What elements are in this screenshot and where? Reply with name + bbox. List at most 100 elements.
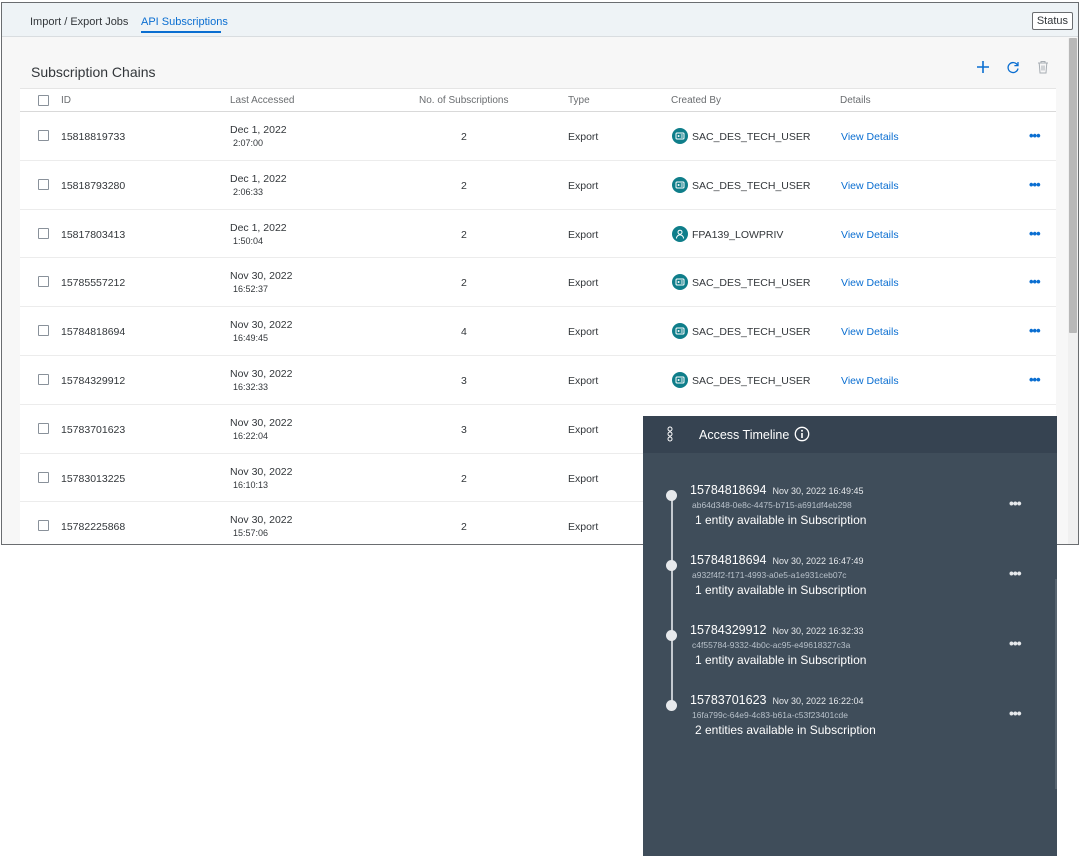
refresh-icon[interactable] bbox=[1004, 58, 1022, 76]
row-time: 16:22:04 bbox=[233, 430, 269, 441]
row-last-accessed: Dec 1, 2022 1:50:04 bbox=[230, 222, 287, 246]
table-row[interactable]: 15784329912 Nov 30, 2022 16:32:33 3 Export SA… bbox=[20, 355, 1056, 405]
table-row[interactable]: 15785557212 Nov 30, 2022 16:52:37 2 Export SA… bbox=[20, 258, 1056, 308]
content-area: Subscription Chains ID Last Accessed No.… bbox=[2, 38, 1078, 544]
row-subscription-count: 4 bbox=[461, 326, 467, 339]
row-time: 15:57:06 bbox=[233, 528, 269, 539]
add-icon[interactable] bbox=[974, 58, 992, 76]
tab-api-subscriptions[interactable]: API Subscriptions bbox=[141, 16, 228, 28]
timeline-line bbox=[671, 491, 673, 701]
more-actions-icon[interactable]: ••• bbox=[1029, 323, 1041, 339]
row-time: 1:50:04 bbox=[233, 235, 264, 246]
row-created-by: SAC_DES_TECH_USER bbox=[692, 277, 811, 290]
timeline-item-more-icon[interactable]: ••• bbox=[1009, 635, 1022, 651]
row-time: 16:10:13 bbox=[233, 479, 269, 490]
column-header-id[interactable]: ID bbox=[61, 95, 71, 106]
column-header-type[interactable]: Type bbox=[568, 95, 590, 106]
column-header-no-of-subscriptions[interactable]: No. of Subscriptions bbox=[419, 95, 509, 106]
row-time: 2:06:33 bbox=[233, 186, 264, 197]
row-checkbox[interactable] bbox=[38, 373, 49, 385]
row-type: Export bbox=[568, 326, 599, 339]
row-type: Export bbox=[568, 472, 599, 485]
row-id: 15783701623 bbox=[61, 423, 126, 436]
timeline-item-more-icon[interactable]: ••• bbox=[1009, 565, 1022, 581]
table-header: ID Last Accessed No. of Subscriptions Ty… bbox=[20, 88, 1056, 112]
row-subscription-count: 2 bbox=[461, 179, 467, 192]
subscription-chains-table: ID Last Accessed No. of Subscriptions Ty… bbox=[20, 88, 1056, 544]
row-last-accessed: Nov 30, 2022 16:52:37 bbox=[230, 270, 292, 294]
row-id: 15785557212 bbox=[61, 277, 126, 290]
timeline-dot bbox=[666, 490, 677, 501]
status-button[interactable]: Status bbox=[1031, 12, 1073, 30]
view-details-link[interactable]: View Details bbox=[841, 131, 899, 143]
table-body: 15818819733 Dec 1, 2022 2:07:00 2 Export SAC_… bbox=[20, 112, 1056, 544]
row-last-accessed: Nov 30, 2022 16:49:45 bbox=[230, 319, 292, 343]
timeline-item-more-icon[interactable]: ••• bbox=[1009, 495, 1022, 511]
view-details-link[interactable]: View Details bbox=[841, 374, 899, 387]
delete-icon[interactable] bbox=[1034, 58, 1052, 76]
table-row[interactable]: 15818793280 Dec 1, 2022 2:06:33 2 Export SAC_… bbox=[20, 160, 1056, 210]
row-type: Export bbox=[568, 228, 599, 241]
row-date: Dec 1, 2022 bbox=[230, 172, 287, 185]
tab-bar: Import / Export Jobs API Subscriptions S… bbox=[2, 3, 1078, 37]
row-date: Nov 30, 2022 bbox=[230, 514, 293, 527]
timeline-item-timestamp: Nov 30, 2022 16:22:04 bbox=[772, 696, 864, 706]
view-details-link[interactable]: View Details bbox=[841, 277, 899, 290]
row-checkbox[interactable] bbox=[38, 130, 49, 141]
row-checkbox[interactable] bbox=[38, 276, 49, 288]
timeline-item-more-icon[interactable]: ••• bbox=[1009, 705, 1022, 721]
row-created-by: SAC_DES_TECH_USER bbox=[692, 179, 811, 192]
timeline-item-timestamp: Nov 30, 2022 16:32:33 bbox=[772, 626, 864, 636]
timeline-item-timestamp: Nov 30, 2022 16:49:45 bbox=[772, 486, 864, 496]
table-row[interactable]: 15817803413 Dec 1, 2022 1:50:04 2 Export FPA1… bbox=[20, 209, 1056, 259]
tab-import-export-jobs[interactable]: Import / Export Jobs bbox=[30, 16, 129, 28]
view-details-link[interactable]: View Details bbox=[841, 228, 899, 241]
timeline-item-hash: a932f4f2-f171-4993-a0e5-a1e931ceb07c bbox=[692, 570, 847, 580]
row-id: 15817803413 bbox=[61, 228, 126, 241]
row-checkbox[interactable] bbox=[38, 325, 49, 337]
row-subscription-count: 2 bbox=[461, 472, 467, 485]
row-last-accessed: Dec 1, 2022 2:07:00 bbox=[230, 124, 287, 148]
row-date: Nov 30, 2022 bbox=[230, 367, 293, 380]
row-time: 16:52:37 bbox=[233, 284, 269, 295]
row-type: Export bbox=[568, 179, 599, 192]
timeline-item-id: 15784329912 bbox=[690, 623, 767, 637]
timeline-scrollbar[interactable] bbox=[1055, 579, 1057, 789]
row-checkbox[interactable] bbox=[38, 178, 49, 190]
timeline-item-timestamp: Nov 30, 2022 16:47:49 bbox=[772, 556, 864, 566]
timeline-item-heading: 15783701623 Nov 30, 2022 16:22:04 bbox=[690, 693, 864, 707]
table-row[interactable]: 15784818694 Nov 30, 2022 16:49:45 4 Export SA… bbox=[20, 307, 1056, 356]
view-details-link[interactable]: View Details bbox=[841, 179, 899, 192]
more-actions-icon[interactable]: ••• bbox=[1029, 176, 1041, 192]
info-icon[interactable] bbox=[794, 426, 810, 447]
timeline-item-description: 1 entity available in Subscription bbox=[695, 513, 867, 527]
timeline-item-heading: 15784818694 Nov 30, 2022 16:47:49 bbox=[690, 553, 864, 567]
row-checkbox[interactable] bbox=[38, 422, 49, 434]
more-actions-icon[interactable]: ••• bbox=[1029, 371, 1041, 387]
row-created-by: FPA139_LOWPRIV bbox=[692, 228, 784, 241]
technical-user-icon bbox=[672, 323, 688, 340]
table-scrollbar-thumb[interactable] bbox=[1069, 38, 1077, 333]
row-checkbox[interactable] bbox=[38, 227, 49, 239]
timeline-dot bbox=[666, 560, 677, 571]
row-checkbox[interactable] bbox=[38, 471, 49, 483]
row-id: 15782225868 bbox=[61, 521, 126, 534]
timeline-item: 15783701623 Nov 30, 2022 16:22:04 16fa799c… bbox=[643, 693, 1057, 770]
more-actions-icon[interactable]: ••• bbox=[1029, 225, 1041, 241]
column-header-created-by[interactable]: Created By bbox=[671, 95, 722, 106]
row-last-accessed: Nov 30, 2022 15:57:06 bbox=[230, 514, 292, 538]
timeline-dot bbox=[666, 630, 677, 641]
table-row[interactable]: 15818819733 Dec 1, 2022 2:07:00 2 Export SAC_… bbox=[20, 112, 1056, 161]
more-actions-icon[interactable]: ••• bbox=[1029, 274, 1041, 290]
more-actions-icon[interactable]: ••• bbox=[1029, 128, 1041, 143]
row-type: Export bbox=[568, 374, 599, 387]
row-checkbox[interactable] bbox=[38, 520, 49, 532]
technical-user-icon bbox=[672, 128, 688, 144]
timeline-item: 15784818694 Nov 30, 2022 16:49:45 ab64d348… bbox=[643, 483, 1057, 560]
column-header-last-accessed[interactable]: Last Accessed bbox=[230, 95, 295, 106]
row-id: 15784818694 bbox=[61, 326, 126, 339]
select-all-checkbox[interactable] bbox=[38, 95, 49, 106]
view-details-link[interactable]: View Details bbox=[841, 326, 899, 339]
row-date: Nov 30, 2022 bbox=[230, 270, 293, 283]
column-header-details[interactable]: Details bbox=[840, 95, 871, 106]
